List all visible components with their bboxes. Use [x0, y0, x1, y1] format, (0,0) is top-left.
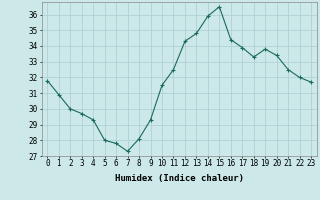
X-axis label: Humidex (Indice chaleur): Humidex (Indice chaleur) [115, 174, 244, 183]
